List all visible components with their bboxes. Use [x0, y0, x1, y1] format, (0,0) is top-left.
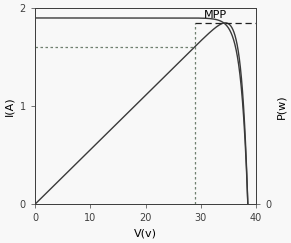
Y-axis label: I(A): I(A) — [4, 96, 14, 116]
Y-axis label: P(w): P(w) — [277, 94, 287, 119]
Text: MPP: MPP — [204, 10, 227, 20]
X-axis label: V(v): V(v) — [134, 229, 157, 239]
